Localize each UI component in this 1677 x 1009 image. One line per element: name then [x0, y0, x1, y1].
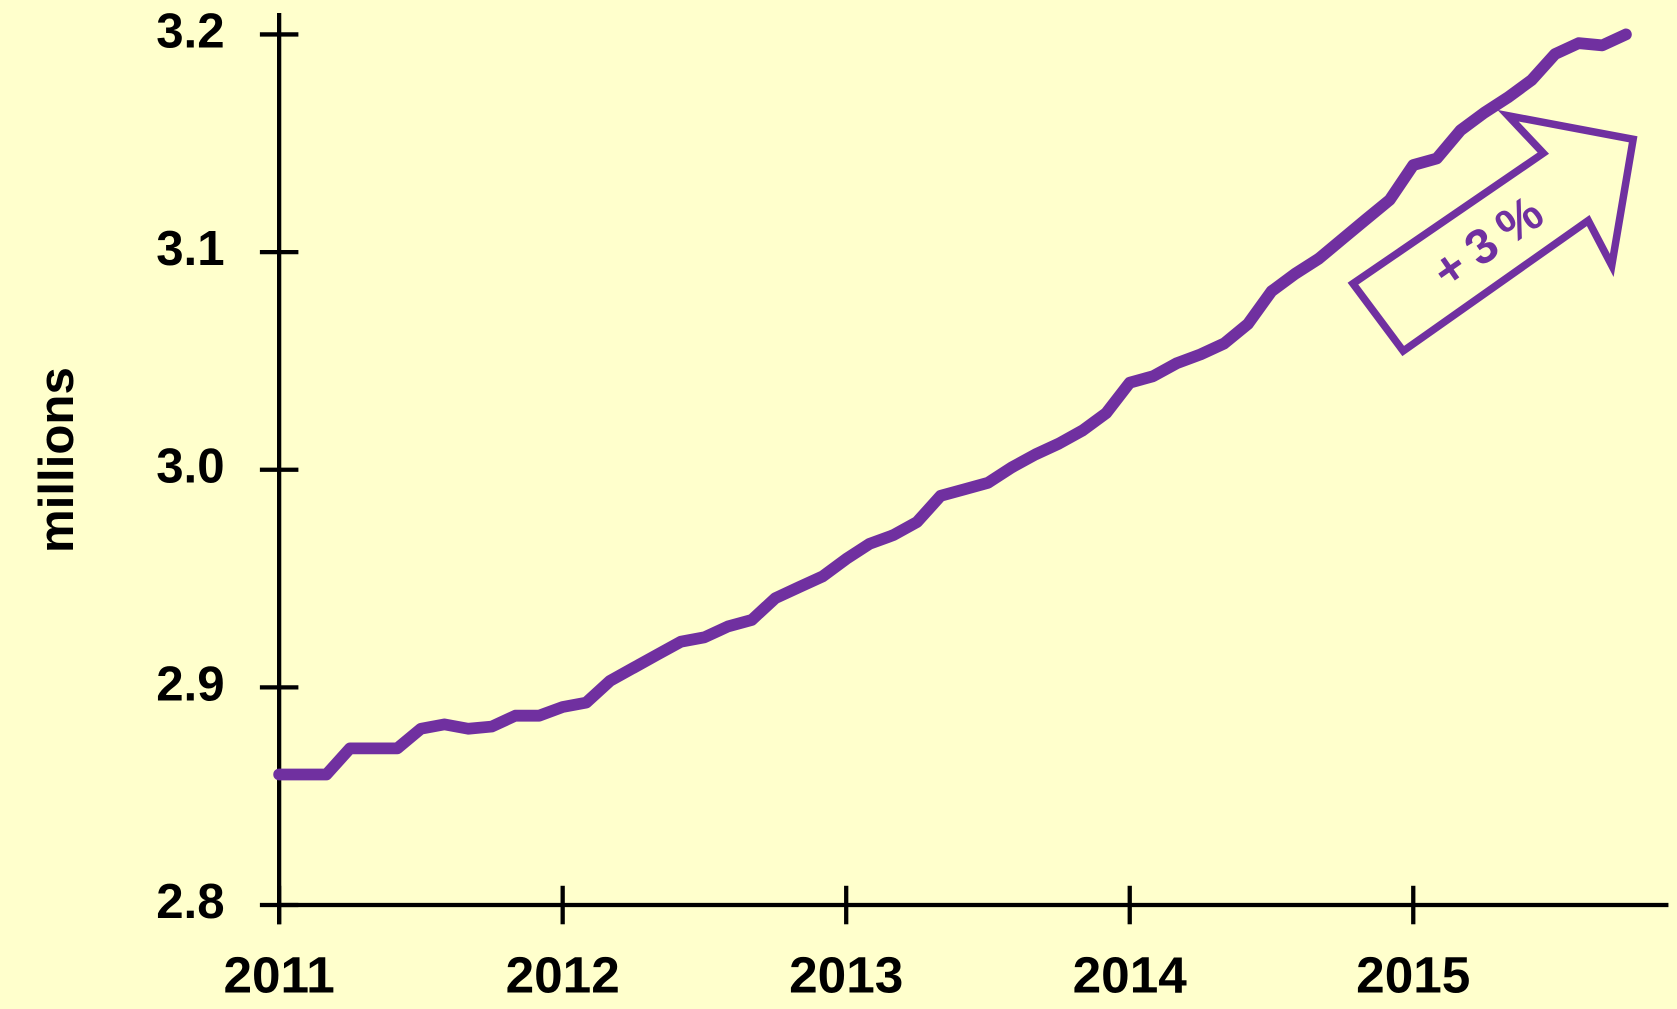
x-tick-label: 2012	[506, 946, 620, 1003]
y-tick-label: 3.2	[156, 3, 224, 58]
y-axis-label: millions	[29, 367, 84, 553]
x-tick-label: 2015	[1356, 946, 1470, 1003]
data-line	[273, 28, 1632, 781]
y-tick-label: 2.9	[156, 656, 224, 711]
x-tick-label: 2013	[789, 946, 903, 1003]
y-tick-label: 2.8	[156, 874, 224, 929]
y-tick-label: 3.1	[156, 221, 224, 276]
y-tick-label: 3.0	[156, 439, 224, 494]
x-tick-label: 2011	[223, 946, 334, 1003]
x-tick-label: 2014	[1073, 946, 1188, 1003]
annotation-arrow	[1347, 109, 1638, 357]
